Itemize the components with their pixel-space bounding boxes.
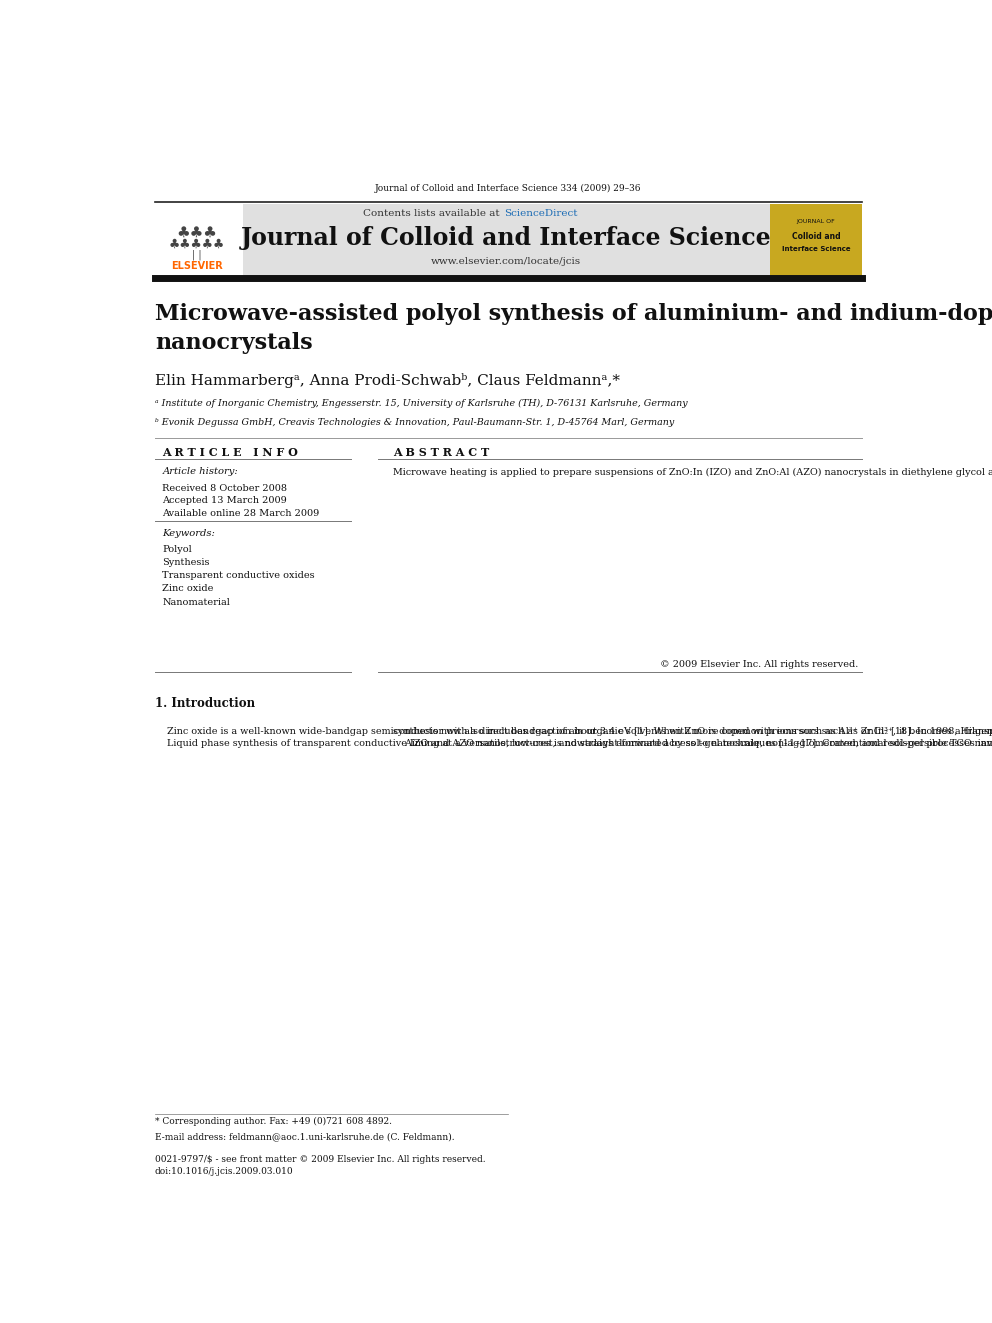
Text: doi:10.1016/j.jcis.2009.03.010: doi:10.1016/j.jcis.2009.03.010 [155,1167,294,1176]
Text: Polyol
Synthesis
Transparent conductive oxides
Zinc oxide
Nanomaterial: Polyol Synthesis Transparent conductive … [163,545,315,607]
Text: Contents lists available at: Contents lists available at [363,209,503,218]
Text: synthesis now also includes reaction in organic solvents with more common precur: synthesis now also includes reaction in … [393,728,992,749]
Text: Zinc oxide is a well-known wide-bandgap semiconductor with a direct bandgap of a: Zinc oxide is a well-known wide-bandgap … [155,728,992,749]
Bar [243,204,770,277]
Text: * Corresponding author. Fax: +49 (0)721 608 4892.: * Corresponding author. Fax: +49 (0)721 … [155,1118,392,1126]
Text: ♣♣♣: ♣♣♣ [177,225,217,239]
Text: Microwave heating is applied to prepare suspensions of ZnO:In (IZO) and ZnO:Al (: Microwave heating is applied to prepare … [393,467,992,476]
Text: Article history:: Article history: [163,467,238,476]
Text: Interface Science: Interface Science [782,246,850,253]
Text: www.elsevier.com/locate/jcis: www.elsevier.com/locate/jcis [432,257,581,266]
Text: Elin Hammarbergᵃ, Anna Prodi-Schwabᵇ, Claus Feldmannᵃ,*: Elin Hammarbergᵃ, Anna Prodi-Schwabᵇ, Cl… [155,373,620,388]
Text: ♣♣♣♣♣: ♣♣♣♣♣ [169,238,225,251]
Text: Keywords:: Keywords: [163,529,215,537]
Text: Microwave-assisted polyol synthesis of aluminium- and indium-doped ZnO
nanocryst: Microwave-assisted polyol synthesis of a… [155,303,992,355]
Text: A R T I C L E   I N F O: A R T I C L E I N F O [163,447,299,458]
Text: Journal of Colloid and Interface Science 334 (2009) 29–36: Journal of Colloid and Interface Science… [375,184,642,193]
Bar [155,204,243,277]
Text: ᵃ Institute of Inorganic Chemistry, Engesserstr. 15, University of Karlsruhe (TH: ᵃ Institute of Inorganic Chemistry, Enge… [155,400,687,409]
Text: ScienceDirect: ScienceDirect [505,209,578,218]
Text: E-mail address: feldmann@aoc.1.uni-karlsruhe.de (C. Feldmann).: E-mail address: feldmann@aoc.1.uni-karls… [155,1132,454,1142]
Text: © 2009 Elsevier Inc. All rights reserved.: © 2009 Elsevier Inc. All rights reserved… [660,660,858,669]
Text: ELSEVIER: ELSEVIER [172,261,223,271]
Text: Journal of Colloid and Interface Science: Journal of Colloid and Interface Science [241,226,772,250]
Bar [770,204,862,277]
Text: A B S T R A C T: A B S T R A C T [393,447,489,458]
Text: ᵇ Evonik Degussa GmbH, Creavis Technologies & Innovation, Paul-Baumann-Str. 1, D: ᵇ Evonik Degussa GmbH, Creavis Technolog… [155,418,674,426]
Text: 0021-9797/$ - see front matter © 2009 Elsevier Inc. All rights reserved.: 0021-9797/$ - see front matter © 2009 El… [155,1155,485,1164]
Text: 1. Introduction: 1. Introduction [155,697,255,709]
Text: Colloid and: Colloid and [792,232,840,241]
Text: JOURNAL OF: JOURNAL OF [797,220,835,225]
Text: | |: | | [192,249,201,259]
Text: Received 8 October 2008
Accepted 13 March 2009
Available online 28 March 2009: Received 8 October 2008 Accepted 13 Marc… [163,484,319,517]
